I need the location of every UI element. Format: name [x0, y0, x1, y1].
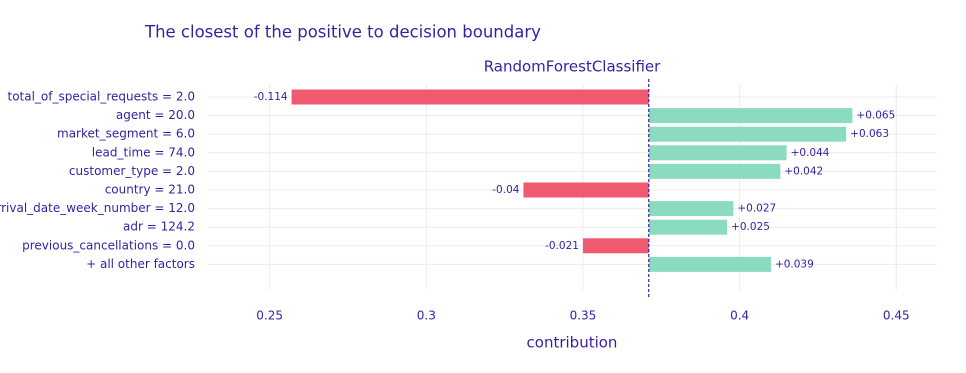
y-tick-label: total_of_special_requests = 2.0 [7, 90, 195, 104]
bar [648, 256, 771, 272]
value-label: +0.027 [737, 203, 776, 215]
value-label: +0.044 [791, 147, 830, 159]
chart-subtitle: RandomForestClassifier [484, 58, 661, 76]
value-label: +0.063 [850, 128, 889, 140]
y-tick-label: previous_cancellations = 0.0 [22, 238, 195, 252]
value-label: +0.025 [731, 221, 770, 233]
bar [291, 89, 649, 105]
value-label: +0.065 [856, 110, 895, 122]
y-tick-label: country = 21.0 [105, 183, 195, 197]
value-label: +0.039 [775, 258, 814, 270]
x-tick-label: 0.3 [417, 309, 436, 323]
x-tick-label: 0.35 [570, 309, 597, 323]
bar [523, 182, 649, 198]
bar [582, 238, 649, 254]
y-tick-label: agent = 20.0 [116, 108, 195, 122]
bar [648, 219, 728, 235]
value-label: -0.04 [492, 184, 519, 196]
bar [648, 145, 787, 161]
bar [648, 126, 847, 142]
y-tick-label: adr = 124.2 [123, 220, 195, 234]
y-tick-label: + all other factors [86, 257, 195, 271]
x-tick-label: 0.45 [883, 309, 910, 323]
y-tick-label: market_segment = 6.0 [57, 127, 195, 141]
bar [648, 108, 853, 124]
value-label: -0.114 [254, 91, 288, 103]
bar [648, 201, 734, 217]
x-tick-label: 0.25 [256, 309, 283, 323]
bar [648, 163, 781, 179]
y-tick-label: customer_type = 2.0 [69, 164, 195, 178]
y-tick-label: lead_time = 74.0 [92, 145, 195, 159]
value-label: -0.021 [545, 240, 579, 252]
value-label: +0.042 [784, 165, 823, 177]
y-tick-label: arrival_date_week_number = 12.0 [0, 201, 195, 215]
x-tick-label: 0.4 [730, 309, 749, 323]
chart-title: The closest of the positive to decision … [144, 23, 541, 42]
x-axis-label: contribution [527, 334, 618, 352]
